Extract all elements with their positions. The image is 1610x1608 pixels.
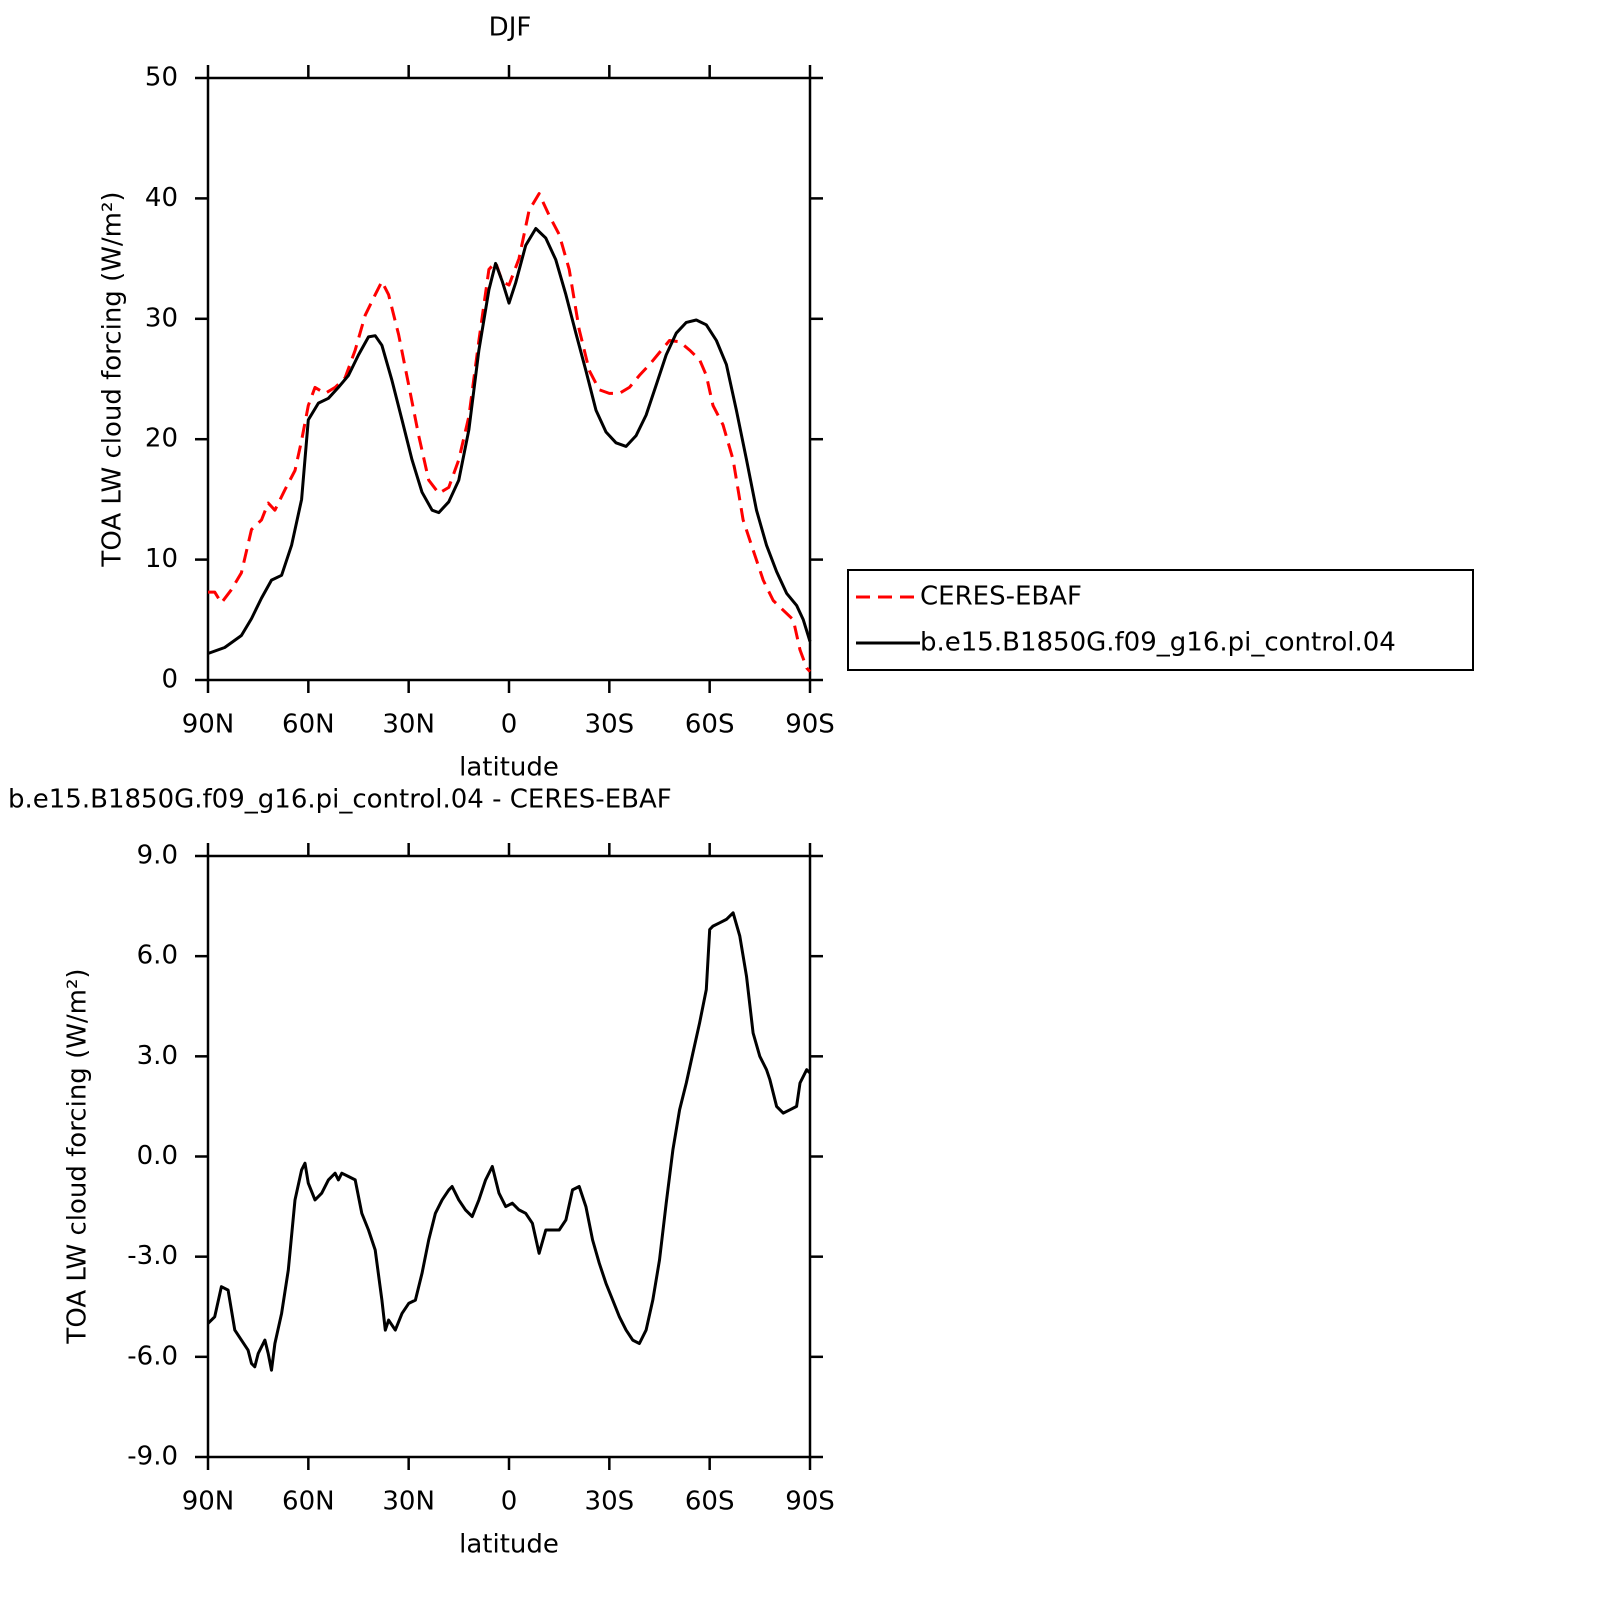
- x-tick-label: 60N: [282, 710, 335, 740]
- data-line: [207, 227, 812, 655]
- x-tick-label: 60N: [282, 1487, 335, 1517]
- y-tick-label: 6.0: [137, 941, 178, 971]
- x-tick-label: 30S: [585, 1487, 635, 1517]
- y-axis-label: TOA LW cloud forcing (W/m²): [98, 191, 128, 567]
- x-tick-label: 60S: [685, 710, 735, 740]
- y-tick-label: 0.0: [137, 1141, 178, 1171]
- x-tick-label: 90S: [785, 1487, 835, 1517]
- plot-frame: [206, 76, 812, 682]
- x-axis-label: latitude: [459, 753, 559, 783]
- chart-title: b.e15.B1850G.f09_g16.pi_control.04 - CER…: [8, 785, 672, 815]
- y-tick-label: 3.0: [137, 1041, 178, 1071]
- y-tick-label: 40: [145, 183, 178, 213]
- y-tick-label: 9.0: [137, 841, 178, 871]
- y-axis-label: TOA LW cloud forcing (W/m²): [63, 968, 93, 1344]
- y-tick-label: 20: [145, 424, 178, 454]
- x-axis-label: latitude: [459, 1530, 559, 1560]
- y-tick-label: -3.0: [127, 1241, 178, 1271]
- data-line: [208, 192, 812, 673]
- legend-label: b.e15.B1850G.f09_g16.pi_control.04: [920, 628, 1396, 658]
- x-tick-label: 30N: [382, 710, 435, 740]
- y-tick-label: -6.0: [127, 1341, 178, 1371]
- y-tick-label: 30: [145, 303, 178, 333]
- x-tick-label: 30S: [585, 710, 635, 740]
- y-tick-label: 0: [161, 665, 178, 695]
- x-tick-label: 90N: [182, 710, 235, 740]
- x-tick-label: 90N: [182, 1487, 235, 1517]
- legend-label: CERES-EBAF: [920, 582, 1082, 612]
- y-tick-label: 10: [145, 544, 178, 574]
- y-tick-label: 50: [145, 63, 178, 93]
- plot-frame: [206, 854, 812, 1459]
- chart-title: DJF: [489, 13, 532, 43]
- x-tick-label: 0: [501, 710, 518, 740]
- x-tick-label: 30N: [382, 1487, 435, 1517]
- y-tick-label: -9.0: [127, 1442, 178, 1472]
- legend-box: [847, 569, 1474, 671]
- x-tick-label: 60S: [685, 1487, 735, 1517]
- x-tick-label: 0: [501, 1487, 518, 1517]
- x-tick-label: 90S: [785, 710, 835, 740]
- data-line: [206, 911, 812, 1372]
